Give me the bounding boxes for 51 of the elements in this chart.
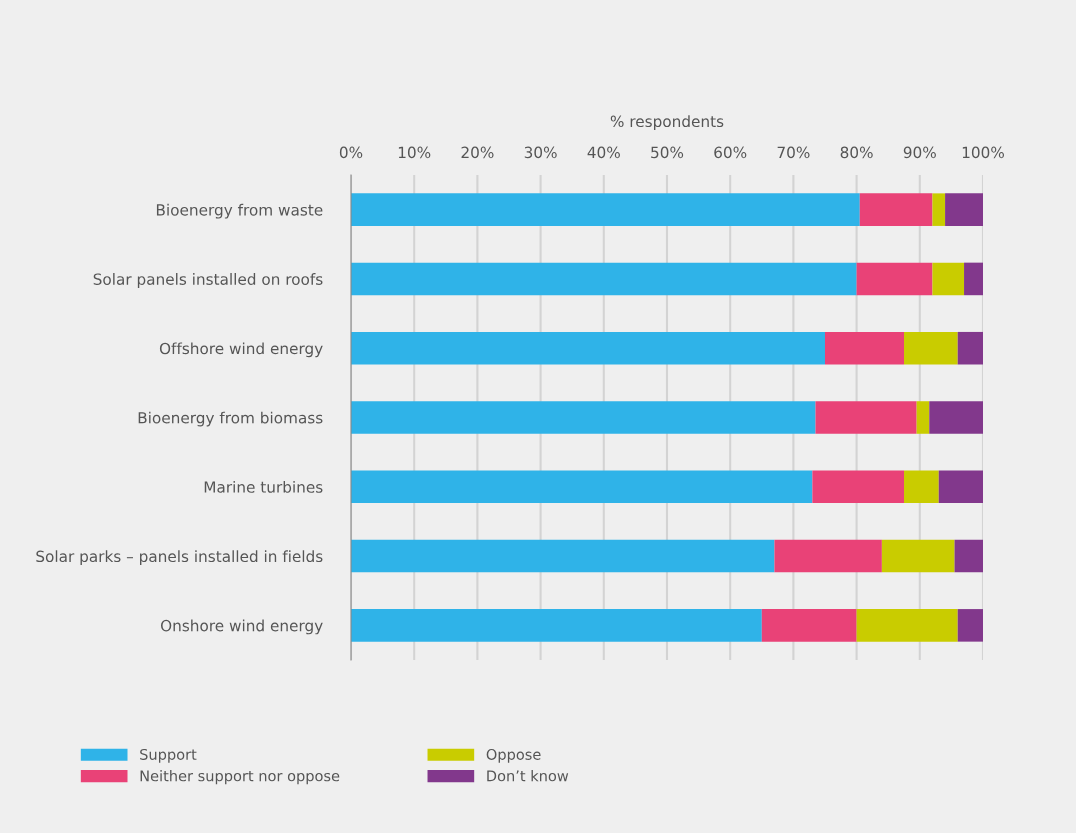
x-axis-title: % respondents — [610, 115, 724, 131]
y-tick-label: Solar parks – panels installed in fields — [36, 550, 323, 566]
bar — [351, 193, 860, 226]
x-tick-label: 0% — [339, 146, 363, 159]
legend-label: Neither support nor oppose — [140, 770, 340, 785]
x-tick-label: 30% — [524, 146, 557, 159]
bar — [957, 331, 983, 365]
x-tick-label: 100% — [962, 146, 1004, 159]
legend-label: Support — [140, 748, 197, 763]
x-tick-label: 20% — [461, 146, 494, 159]
x-tick-label: 10% — [398, 146, 431, 159]
x-tick-label: 90% — [903, 146, 936, 159]
bar — [774, 539, 882, 573]
legend-label: Oppose — [486, 748, 541, 763]
bar — [904, 470, 939, 504]
x-tick-label: 60% — [714, 146, 747, 159]
bar — [351, 470, 813, 504]
bar — [856, 262, 933, 296]
bar — [957, 609, 983, 642]
bar — [964, 262, 983, 296]
bar — [815, 401, 917, 434]
bar — [859, 193, 933, 226]
bar — [351, 539, 775, 573]
y-tick-label: Solar panels installed on roofs — [93, 273, 323, 288]
bar — [856, 609, 958, 642]
bar — [945, 193, 983, 226]
y-tick-label: Offshore wind energy — [159, 342, 323, 358]
x-tick-label: 50% — [651, 146, 684, 159]
y-tick-label: Bioenergy from biomass — [138, 411, 323, 427]
bar — [932, 193, 946, 226]
x-tick-label: 40% — [587, 146, 620, 159]
x-tick-label: 70% — [777, 146, 810, 159]
bar — [881, 539, 955, 573]
y-tick-label: Marine turbines — [204, 480, 323, 493]
bar — [825, 331, 904, 365]
bar — [954, 539, 983, 573]
bar — [929, 401, 983, 434]
x-tick-label: 80% — [840, 146, 873, 159]
bar — [761, 609, 857, 642]
bar — [904, 331, 958, 365]
bar — [812, 470, 904, 504]
bar — [351, 609, 762, 642]
bar — [916, 401, 930, 434]
bar — [351, 401, 816, 434]
bar — [938, 470, 983, 504]
bar — [932, 262, 965, 296]
y-tick-label: Onshore wind energy — [160, 619, 323, 635]
bar — [351, 262, 857, 296]
legend-label: Don’t know — [487, 770, 569, 782]
y-tick-label: Bioenergy from waste — [156, 203, 323, 219]
bar — [351, 331, 825, 365]
